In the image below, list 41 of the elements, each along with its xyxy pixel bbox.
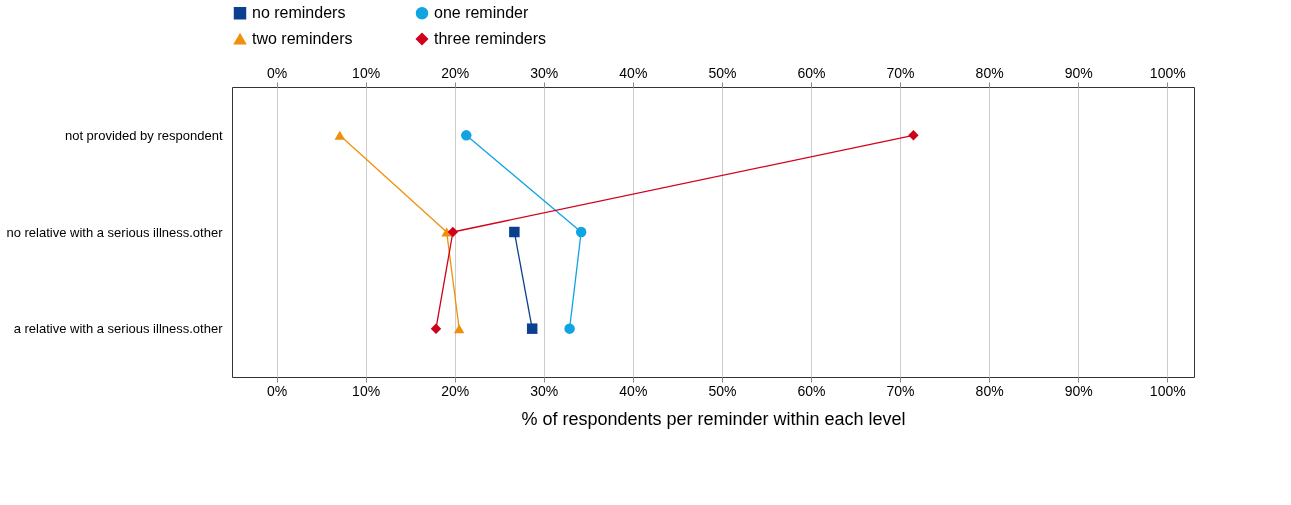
x-axis-title: % of respondents per reminder within each level	[521, 408, 906, 429]
x-tick-label: 70%	[886, 382, 915, 399]
legend-label: no reminders	[252, 4, 346, 22]
x2-tick-label: 70%	[886, 64, 915, 81]
x-tick-label: 30%	[530, 382, 559, 399]
point	[453, 324, 465, 334]
x2-tick-label: 0%	[266, 64, 288, 81]
y-tick-label: not provided by respondent	[64, 127, 223, 143]
y-tick-label: no relative with a serious illness.other	[6, 224, 224, 240]
x2-tick-label: 50%	[708, 64, 737, 81]
point	[575, 226, 587, 238]
x-tick-label: 80%	[975, 382, 1004, 399]
x2-tick-label: 100%	[1149, 64, 1186, 81]
x-tick-label: 60%	[797, 382, 826, 399]
point	[908, 130, 919, 141]
point	[430, 323, 442, 334]
point	[461, 130, 472, 141]
x2-tick-label: 90%	[1064, 64, 1093, 81]
point	[447, 226, 459, 238]
legend-label: one reminder	[434, 4, 529, 22]
x-tick-label: 50%	[708, 382, 737, 399]
point	[564, 323, 575, 334]
y-tick-label: a relative with a serious illness.other	[13, 321, 224, 337]
legend-label: three reminders	[434, 30, 547, 47]
x-tick-label: 0%	[266, 382, 288, 399]
x2-tick-label: 20%	[441, 64, 470, 81]
point	[509, 226, 520, 238]
point	[441, 227, 452, 237]
point	[526, 323, 538, 334]
x2-tick-label: 40%	[619, 64, 648, 81]
legend-label: two reminders	[252, 30, 353, 47]
x-tick-label: 10%	[352, 382, 381, 399]
x2-tick-label: 30%	[530, 64, 559, 81]
x-tick-label: 100%	[1149, 382, 1186, 399]
x-tick-label: 40%	[619, 382, 648, 399]
x-tick-label: 20%	[441, 382, 470, 399]
x-tick-label: 90%	[1064, 382, 1093, 399]
x2-tick-label: 60%	[797, 64, 826, 81]
x2-tick-label: 80%	[975, 64, 1004, 81]
x2-tick-label: 10%	[352, 64, 381, 81]
point	[334, 130, 346, 140]
